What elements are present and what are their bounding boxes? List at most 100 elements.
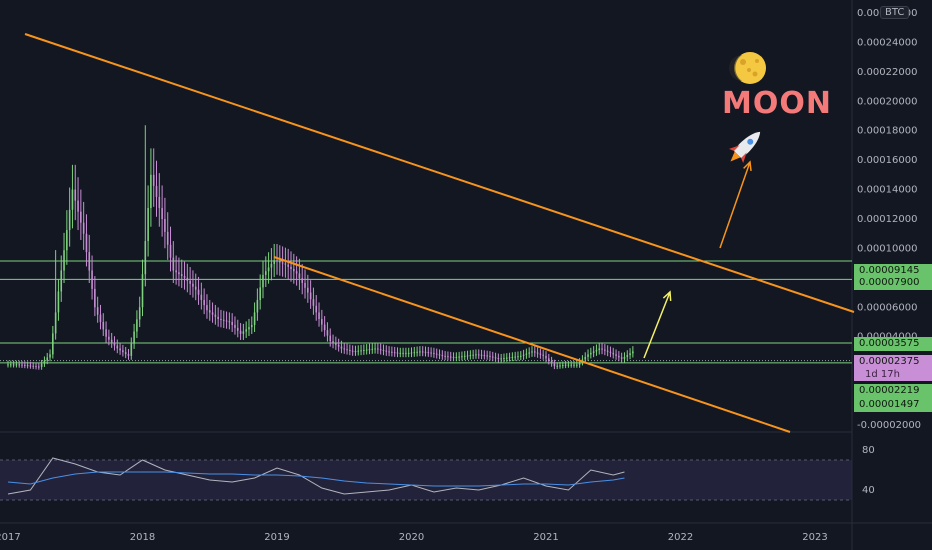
candle-body bbox=[447, 356, 449, 358]
candle-body bbox=[399, 352, 402, 354]
candle-body bbox=[175, 270, 177, 273]
candle-body bbox=[491, 356, 494, 358]
candle-body bbox=[629, 353, 631, 356]
candle-body bbox=[511, 356, 514, 358]
candle-body bbox=[264, 271, 267, 275]
candle-body bbox=[550, 360, 553, 364]
candle-body bbox=[250, 324, 253, 328]
candle-body bbox=[346, 349, 348, 351]
candle-body bbox=[483, 355, 486, 357]
candle-body bbox=[24, 364, 26, 366]
candle-body bbox=[49, 354, 51, 358]
candle-body bbox=[419, 351, 421, 353]
candle-body bbox=[609, 351, 612, 353]
candle-body bbox=[110, 339, 113, 343]
candle-body bbox=[416, 351, 418, 353]
candle-body bbox=[256, 299, 259, 313]
price-tick-label: 0.00020000 bbox=[857, 96, 917, 107]
candle-body bbox=[508, 357, 511, 359]
candle-body bbox=[180, 274, 183, 277]
candle-body bbox=[595, 349, 598, 352]
candle-body bbox=[606, 350, 609, 352]
candle-body bbox=[248, 327, 250, 330]
candle-body bbox=[567, 364, 570, 366]
candle-body bbox=[183, 276, 186, 278]
candle-body bbox=[234, 324, 236, 328]
candle-body bbox=[489, 355, 491, 357]
candle-body bbox=[626, 355, 629, 357]
candle-body bbox=[54, 312, 57, 334]
candle-body bbox=[279, 261, 281, 263]
candle-body bbox=[536, 352, 539, 354]
candle-body bbox=[298, 273, 301, 279]
price-tag-2: 0.00003575 bbox=[854, 337, 932, 351]
candle-body bbox=[368, 349, 371, 351]
candle-body bbox=[374, 348, 376, 350]
candle-body bbox=[220, 319, 222, 321]
candle-body bbox=[99, 314, 102, 322]
candle-body bbox=[323, 324, 326, 331]
candle-body bbox=[158, 196, 161, 208]
candle-body bbox=[477, 354, 480, 356]
candle-body bbox=[60, 270, 63, 292]
candle-body bbox=[615, 354, 617, 356]
candle-body bbox=[318, 312, 320, 320]
candle-body bbox=[413, 352, 416, 354]
time-tick-label: 2018 bbox=[130, 532, 155, 543]
candle-body bbox=[253, 312, 256, 325]
candle-body bbox=[519, 355, 522, 357]
candle-body bbox=[385, 350, 388, 352]
candle-body bbox=[335, 342, 337, 345]
candle-body bbox=[228, 321, 231, 323]
candle-body bbox=[15, 364, 18, 366]
candle-body bbox=[315, 305, 318, 313]
candle-body bbox=[66, 230, 68, 251]
candle-body bbox=[7, 364, 9, 366]
candle-body bbox=[351, 350, 354, 352]
candle-body bbox=[349, 349, 351, 351]
candle-body bbox=[108, 336, 110, 340]
candle-body bbox=[601, 348, 603, 350]
candle-body bbox=[528, 352, 530, 354]
candle-body bbox=[169, 244, 172, 258]
candle-body bbox=[85, 233, 88, 253]
candle-body bbox=[136, 319, 138, 332]
candle-body bbox=[200, 294, 203, 300]
candle-body bbox=[620, 357, 623, 359]
candle-body bbox=[455, 356, 458, 358]
candle-body bbox=[623, 356, 626, 359]
currency-label[interactable]: BTC bbox=[880, 6, 910, 19]
candle-body bbox=[12, 364, 15, 366]
candle-body bbox=[259, 287, 261, 300]
candle-body bbox=[587, 354, 589, 357]
candle-body bbox=[194, 286, 197, 290]
candle-body bbox=[192, 283, 194, 287]
candle-body bbox=[130, 343, 133, 356]
candle-body bbox=[393, 352, 396, 354]
candle-body bbox=[522, 354, 525, 356]
candle-body bbox=[480, 354, 483, 356]
candle-body bbox=[189, 280, 191, 284]
candle-body bbox=[197, 289, 200, 295]
candle-body bbox=[225, 320, 228, 322]
candle-body bbox=[463, 355, 466, 357]
candle-body bbox=[466, 355, 469, 357]
candle-body bbox=[461, 356, 463, 358]
candle-body bbox=[144, 241, 147, 275]
candle-body bbox=[40, 363, 43, 367]
candle-body bbox=[293, 269, 295, 272]
candle-body bbox=[21, 364, 23, 366]
candle-body bbox=[382, 349, 385, 351]
candle-body bbox=[82, 222, 85, 234]
rsi-band bbox=[0, 460, 852, 500]
price-tick-label: 0.00018000 bbox=[857, 126, 917, 137]
time-tick-label: 2022 bbox=[668, 532, 693, 543]
candle-body bbox=[500, 358, 502, 360]
candle-body bbox=[203, 299, 205, 306]
full-moon-icon bbox=[729, 52, 766, 84]
candle-body bbox=[10, 364, 12, 366]
candle-body bbox=[281, 262, 284, 264]
candle-timer: 1d 17h bbox=[854, 368, 932, 381]
